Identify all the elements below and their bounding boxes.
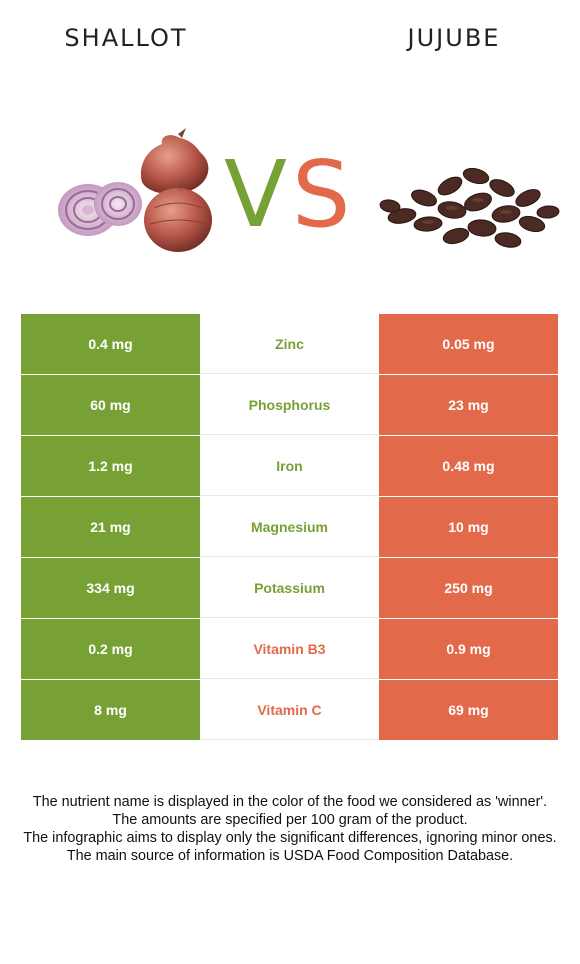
right-value: 0.05 mg xyxy=(379,314,558,374)
vs-logo: V S xyxy=(224,141,350,238)
left-value: 21 mg xyxy=(21,497,200,557)
left-value: 334 mg xyxy=(21,558,200,618)
table-row: 21 mg Magnesium 10 mg xyxy=(21,497,558,558)
right-value: 250 mg xyxy=(379,558,558,618)
left-value: 60 mg xyxy=(21,375,200,435)
right-value: 69 mg xyxy=(379,680,558,740)
table-row: 334 mg Potassium 250 mg xyxy=(21,558,558,619)
nutrient-name: Phosphorus xyxy=(200,375,379,435)
nutrient-name: Magnesium xyxy=(200,497,379,557)
left-value: 8 mg xyxy=(21,680,200,740)
table-row: 0.2 mg Vitamin B3 0.9 mg xyxy=(21,619,558,680)
right-food-title: JUJUBE xyxy=(407,24,501,52)
table-row: 8 mg Vitamin C 69 mg xyxy=(21,680,558,741)
left-food-title: SHALLOT xyxy=(64,24,188,52)
jujube-image xyxy=(379,167,560,248)
table-row: 60 mg Phosphorus 23 mg xyxy=(21,375,558,436)
left-value: 0.2 mg xyxy=(21,619,200,679)
table-row: 1.2 mg Iron 0.48 mg xyxy=(21,436,558,497)
nutrient-name: Potassium xyxy=(200,558,379,618)
nutrient-name: Vitamin C xyxy=(200,680,379,740)
comparison-table: 0.4 mg Zinc 0.05 mg 60 mg Phosphorus 23 mg 1.2… xyxy=(21,314,558,741)
left-value: 1.2 mg xyxy=(21,436,200,496)
nutrient-name: Iron xyxy=(200,436,379,496)
footnotes: The nutrient name is displayed in the co… xyxy=(20,793,560,865)
right-value: 10 mg xyxy=(379,497,558,557)
right-value: 0.48 mg xyxy=(379,436,558,496)
vs-v: V xyxy=(224,141,287,238)
note-aim: The infographic aims to display only the… xyxy=(23,830,557,846)
note-winner: The nutrient name is displayed in the co… xyxy=(32,794,548,810)
left-value: 0.4 mg xyxy=(21,314,200,374)
right-value: 0.9 mg xyxy=(379,619,558,679)
note-amounts: The amounts are specified per 100 gram o… xyxy=(112,812,468,828)
nutrient-name: Zinc xyxy=(200,314,379,374)
nutrient-name: Vitamin B3 xyxy=(200,619,379,679)
table-row: 0.4 mg Zinc 0.05 mg xyxy=(21,314,558,375)
note-source: The main source of information is USDA F… xyxy=(66,848,514,864)
vs-s: S xyxy=(292,141,350,238)
right-value: 23 mg xyxy=(379,375,558,435)
shallot-image xyxy=(58,128,212,252)
